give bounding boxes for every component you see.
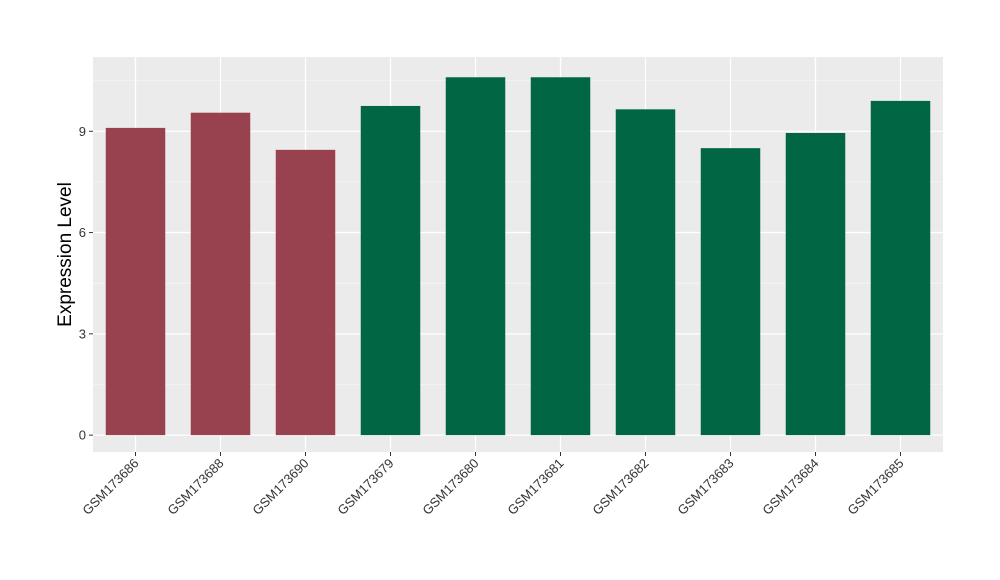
y-axis: 0 3 6 9 <box>79 124 93 443</box>
x-tick-label: GSM173680 <box>419 456 481 518</box>
x-tick-label: GSM173685 <box>844 456 906 518</box>
x-tick-label: GSM173690 <box>249 456 311 518</box>
x-tick-label: GSM173688 <box>164 456 226 518</box>
x-tick-label: GSM173683 <box>674 456 736 518</box>
x-axis: GSM173686 GSM173688 GSM173690 GSM173679 GSM1… <box>79 452 907 518</box>
bar-GSM173682 <box>615 109 676 436</box>
bar-GSM173688 <box>190 112 251 436</box>
bar-GSM173685 <box>870 100 931 436</box>
x-tick-label: GSM173682 <box>589 456 651 518</box>
x-tick-label: GSM173684 <box>759 456 821 518</box>
x-tick-label: GSM173686 <box>79 456 141 518</box>
x-tick-label: GSM173681 <box>504 456 566 518</box>
x-tick-label: GSM173679 <box>334 456 396 518</box>
y-tick-label: 6 <box>79 225 86 240</box>
bar-GSM173683 <box>700 148 761 436</box>
bar-GSM173690 <box>275 149 336 436</box>
bars <box>105 77 931 436</box>
bar-GSM173679 <box>360 105 421 436</box>
y-tick-label: 9 <box>79 124 86 139</box>
bar-GSM173684 <box>785 132 846 436</box>
bar-GSM173680 <box>445 77 506 436</box>
y-axis-title: Expression Level <box>55 182 76 327</box>
bar-GSM173681 <box>530 77 591 436</box>
y-tick-label: 3 <box>79 326 86 341</box>
bar-GSM173686 <box>105 127 166 436</box>
y-tick-label: 0 <box>79 428 86 443</box>
